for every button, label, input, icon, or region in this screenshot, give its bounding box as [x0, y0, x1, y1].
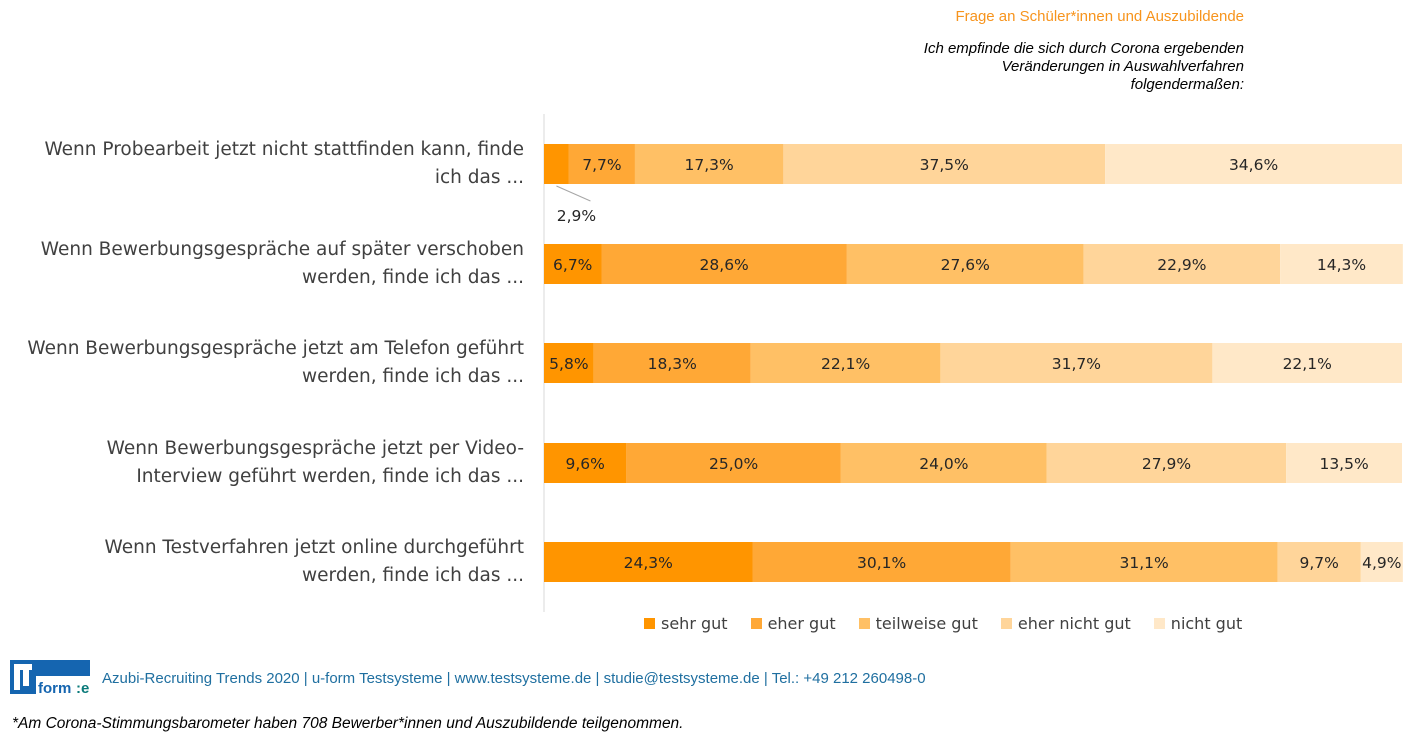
- data-label: 9,6%: [565, 455, 604, 473]
- category-label-line: Wenn Bewerbungsgespräche jetzt am Telefo…: [27, 338, 524, 359]
- category-label: Wenn Probearbeit jetzt nicht stattfinden…: [0, 136, 524, 192]
- bar-segment: [544, 144, 569, 184]
- category-label-line: ich das ...: [434, 167, 524, 188]
- bar-segment: [1010, 542, 1278, 582]
- bar-segment: [1105, 144, 1402, 184]
- uforme-logo: form :e: [10, 660, 90, 694]
- category-label-line: Wenn Probearbeit jetzt nicht stattfinden…: [44, 139, 524, 160]
- category-label-line: Interview geführt werden, finde ich das …: [136, 466, 524, 487]
- bar-segment: [1083, 244, 1281, 284]
- bar-segment: [752, 542, 1011, 582]
- bar-segment: [1212, 343, 1402, 383]
- bar-segment: [601, 244, 847, 284]
- legend-swatch: [750, 618, 762, 629]
- category-label-line: Wenn Bewerbungsgespräche jetzt per Video…: [106, 438, 524, 459]
- data-label: 24,0%: [919, 455, 968, 473]
- data-label: 31,1%: [1120, 554, 1169, 572]
- stacked-bar-chart: 2,9% 7,7% 17,3% 37,5% 34,6% 6,7% 28,6% 27,6% 22,…: [543, 114, 1403, 612]
- leader-line: [556, 185, 591, 202]
- legend-item: teilweise gut: [858, 614, 978, 633]
- data-label: 22,9%: [1157, 256, 1206, 274]
- bar-segment: [1286, 443, 1402, 483]
- data-label: 18,3%: [648, 355, 697, 373]
- data-label: 9,7%: [1300, 554, 1339, 572]
- bar-segment: [940, 343, 1213, 383]
- data-label: 13,5%: [1319, 455, 1368, 473]
- svg-text::e: :e: [76, 680, 89, 694]
- category-label-line: Wenn Bewerbungsgespräche auf später vers…: [40, 239, 524, 260]
- bar-segment: [750, 343, 941, 383]
- category-label: Wenn Testverfahren jetzt online durchgef…: [0, 534, 525, 590]
- data-label: 28,6%: [700, 256, 749, 274]
- data-label: 2,9%: [557, 207, 596, 225]
- bar-segment: [1277, 542, 1361, 582]
- question-statement: Ich empfinde die sich durch Corona ergeb…: [923, 40, 1244, 93]
- bar-segment: [1280, 244, 1403, 284]
- bar-segment: [626, 443, 841, 483]
- data-label: 17,3%: [685, 156, 734, 174]
- legend-item: eher gut: [750, 614, 836, 633]
- category-label-line: werden, finde ich das ...: [302, 267, 524, 288]
- legend-swatch: [1153, 618, 1165, 629]
- data-label: 22,1%: [1283, 355, 1332, 373]
- data-label: 24,3%: [624, 554, 673, 572]
- bar-segment: [1360, 542, 1403, 582]
- bar-segment: [840, 443, 1047, 483]
- bar-segment: [783, 144, 1106, 184]
- data-label: 5,8%: [549, 355, 588, 373]
- bar-segment: [544, 244, 602, 284]
- legend-swatch: [858, 618, 870, 629]
- bar-segment: [593, 343, 751, 383]
- legend-label: eher nicht gut: [1017, 614, 1131, 633]
- footnote: *Am Corona-Stimmungsbarometer haben 708 …: [12, 715, 684, 732]
- bar-segment: [1046, 443, 1287, 483]
- category-label: Wenn Bewerbungsgespräche auf später vers…: [0, 236, 524, 292]
- legend-item: nicht gut: [1153, 614, 1243, 633]
- legend-label: nicht gut: [1170, 614, 1243, 633]
- legend-item: eher nicht gut: [1000, 614, 1131, 633]
- bar-segment: [544, 542, 753, 582]
- category-label-line: Wenn Testverfahren jetzt online durchgef…: [104, 537, 525, 558]
- legend-label: eher gut: [767, 614, 836, 633]
- data-label: 37,5%: [920, 156, 969, 174]
- bar-segment: [846, 244, 1084, 284]
- data-label: 4,9%: [1362, 554, 1401, 572]
- bar-segment: [544, 443, 627, 483]
- legend-swatch: [1000, 618, 1012, 629]
- bar-segment: [544, 343, 594, 383]
- legend-swatch: [644, 618, 655, 629]
- data-label: 25,0%: [709, 455, 758, 473]
- legend-item: sehr gut: [644, 614, 728, 633]
- bar-segment: [568, 144, 635, 184]
- data-label: 22,1%: [821, 355, 870, 373]
- data-label: 27,9%: [1142, 455, 1191, 473]
- data-label: 6,7%: [553, 256, 592, 274]
- category-label-line: werden, finde ich das ...: [302, 565, 524, 586]
- data-label: 27,6%: [941, 256, 990, 274]
- legend: sehr gut eher gut teilweise gut eher nicht …: [644, 614, 1265, 633]
- category-label: Wenn Bewerbungsgespräche jetzt per Video…: [0, 435, 524, 491]
- data-label: 31,7%: [1052, 355, 1101, 373]
- data-label: 34,6%: [1229, 156, 1278, 174]
- question-label: Frage an Schüler*innen und Auszubildende: [955, 8, 1244, 25]
- category-label-line: werden, finde ich das ...: [302, 366, 524, 387]
- footer-info: Azubi-Recruiting Trends 2020 | u-form Te…: [102, 670, 926, 687]
- legend-label: sehr gut: [661, 614, 728, 633]
- data-label: 14,3%: [1317, 256, 1366, 274]
- category-label: Wenn Bewerbungsgespräche jetzt am Telefo…: [0, 335, 524, 391]
- legend-label: teilweise gut: [875, 614, 978, 633]
- data-label: 7,7%: [582, 156, 621, 174]
- data-label: 30,1%: [857, 554, 906, 572]
- bar-segment: [634, 144, 784, 184]
- svg-text:form: form: [38, 680, 71, 694]
